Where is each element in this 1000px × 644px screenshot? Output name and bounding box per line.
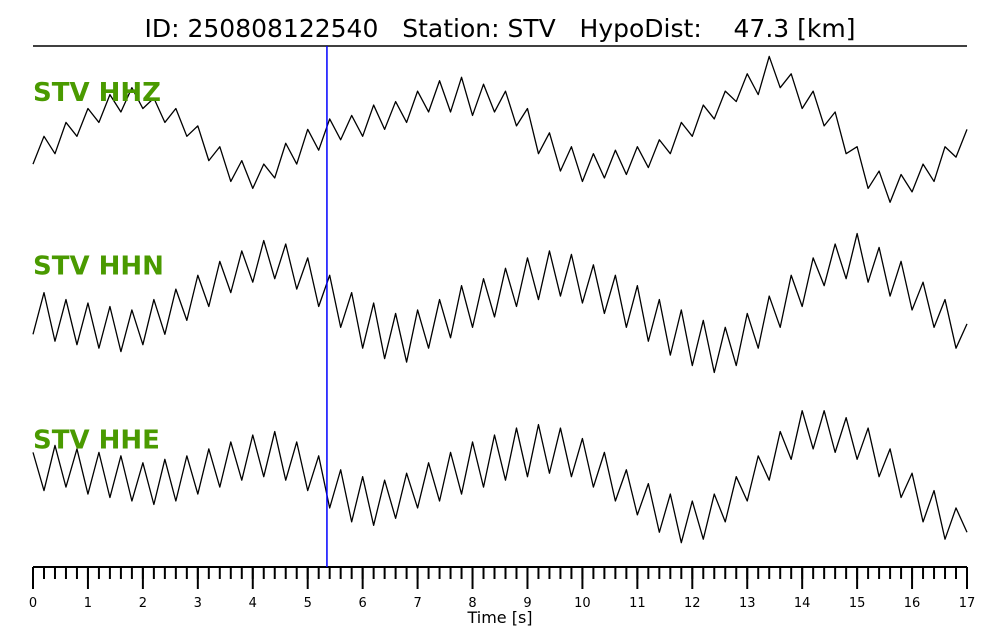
trace bbox=[32, 232, 968, 374]
chart-title: ID: 250808122540 Station: STV HypoDist: … bbox=[145, 14, 856, 43]
x-tick-label: 9 bbox=[523, 596, 531, 611]
trace-label: STV HHZ bbox=[33, 78, 161, 108]
x-tick-label: 6 bbox=[359, 596, 367, 611]
x-tick-label: 10 bbox=[574, 596, 591, 611]
x-tick-label: 3 bbox=[194, 596, 202, 611]
x-tick-label: 0 bbox=[29, 596, 37, 611]
x-tick-label: 7 bbox=[413, 596, 421, 611]
x-tick-label: 2 bbox=[139, 596, 147, 611]
x-tick-label: 4 bbox=[249, 596, 257, 611]
trace-label: STV HHN bbox=[33, 252, 164, 282]
x-tick-label: 15 bbox=[849, 596, 866, 611]
trace bbox=[32, 55, 968, 203]
x-tick-label: 11 bbox=[629, 596, 646, 611]
x-axis-label: Time [s] bbox=[466, 608, 532, 627]
x-tick-label: 1 bbox=[84, 596, 92, 611]
x-tick-label: 17 bbox=[959, 596, 976, 611]
trace bbox=[32, 410, 968, 544]
trace-label: STV HHE bbox=[33, 425, 160, 455]
x-tick-label: 16 bbox=[904, 596, 921, 611]
x-tick-label: 14 bbox=[794, 596, 811, 611]
x-tick-label: 8 bbox=[468, 596, 476, 611]
x-tick-label: 5 bbox=[304, 596, 312, 611]
x-tick-label: 13 bbox=[739, 596, 756, 611]
x-tick-label: 12 bbox=[684, 596, 701, 611]
